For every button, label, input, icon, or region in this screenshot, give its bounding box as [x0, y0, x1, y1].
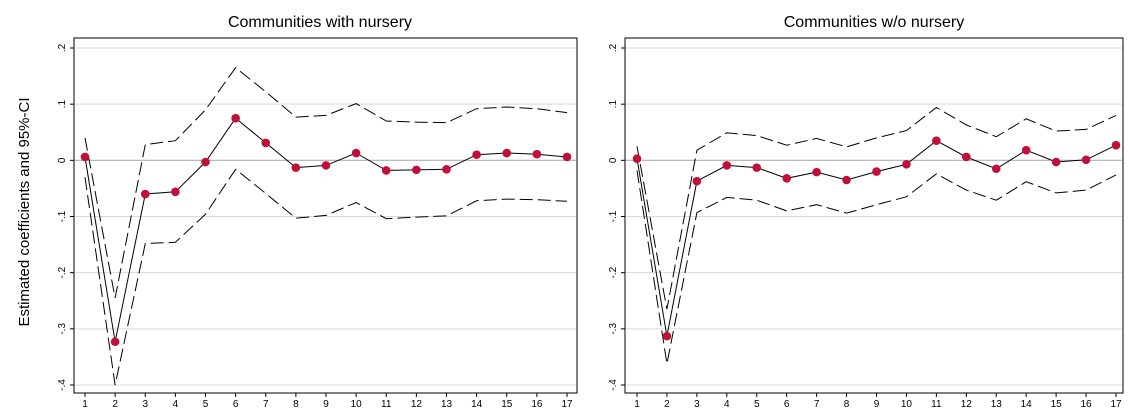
estimate-point: [902, 159, 911, 169]
estimate-point: [502, 148, 512, 158]
panel-title-without-nursery: Communities w/o nursery: [784, 14, 965, 31]
x-tick-label: 4: [724, 399, 730, 410]
y-tick-label: -.1: [57, 210, 68, 222]
x-tick-label: 13: [991, 399, 1003, 410]
y-tick-label: -.4: [608, 379, 619, 391]
estimate-point: [231, 113, 240, 123]
estimate-point: [662, 331, 672, 341]
x-tick-label: 1: [634, 399, 640, 410]
estimate-point: [412, 165, 421, 175]
x-tick-label: 5: [754, 399, 760, 410]
estimate-point: [722, 161, 732, 170]
estimate-point: [381, 166, 391, 175]
estimate-point: [932, 136, 941, 145]
x-tick-label: 14: [1021, 399, 1033, 410]
x-tick-label: 1: [82, 399, 88, 410]
y-tick-label: .1: [608, 100, 619, 109]
estimate-point: [1051, 157, 1061, 167]
x-tick-label: 9: [323, 399, 329, 410]
estimate-point: [1021, 145, 1031, 155]
y-tick-label: -.3: [57, 323, 68, 335]
x-tick-label: 6: [233, 399, 239, 410]
x-tick-label: 4: [173, 399, 179, 410]
estimate-point: [812, 167, 821, 177]
x-tick-label: 17: [561, 399, 573, 410]
estimate-point: [872, 167, 881, 176]
estimate-point: [110, 337, 120, 347]
x-tick-label: 17: [1110, 399, 1122, 410]
y-tick-label: -.2: [608, 266, 619, 278]
x-tick-label: 7: [263, 399, 269, 410]
estimate-point: [442, 165, 451, 174]
estimate-point: [80, 152, 90, 162]
x-tick-label: 3: [694, 399, 700, 410]
y-axis-label: Estimated coefficients and 95%-CI: [16, 97, 33, 326]
x-tick-label: 10: [351, 399, 363, 410]
estimate-point: [140, 189, 150, 199]
upper-ci-line: [84, 66, 568, 298]
estimate-point: [321, 161, 331, 170]
x-tick-label: 9: [874, 399, 880, 410]
estimate-point: [201, 157, 210, 167]
x-tick-label: 12: [961, 399, 973, 410]
estimate-point: [351, 148, 361, 158]
x-tick-label: 10: [901, 399, 913, 410]
lower-ci-line: [636, 170, 1117, 364]
x-tick-label: 12: [411, 399, 423, 410]
estimate-point: [171, 187, 180, 197]
estimate-point: [962, 152, 971, 162]
x-tick-label: 16: [531, 399, 543, 410]
x-tick-label: 6: [784, 399, 790, 410]
estimate-point: [991, 164, 1001, 174]
x-tick-label: 3: [142, 399, 148, 410]
estimate-point: [842, 175, 851, 185]
y-tick-label: -.4: [57, 379, 68, 391]
y-tick-label: .2: [608, 43, 619, 52]
x-tick-label: 14: [471, 399, 483, 410]
estimate-point: [1081, 155, 1091, 165]
plot-area-without-nursery: [624, 37, 1124, 394]
x-tick-label: 11: [931, 399, 942, 410]
estimate-point: [752, 163, 762, 172]
x-tick-label: 15: [1051, 399, 1063, 410]
x-tick-label: 13: [441, 399, 453, 410]
x-tick-label: 16: [1081, 399, 1093, 410]
y-tick-label: 0: [57, 157, 68, 163]
y-tick-label: .2: [57, 43, 68, 52]
estimate-point: [291, 163, 301, 172]
x-tick-label: 2: [112, 399, 118, 410]
estimate-point: [1111, 140, 1121, 150]
estimate-point: [562, 152, 572, 162]
x-tick-label: 8: [293, 399, 299, 410]
y-tick-label: -.3: [608, 323, 619, 335]
y-tick-label: -.2: [57, 266, 68, 278]
estimate-point: [472, 150, 481, 160]
y-tick-label: 0: [608, 157, 619, 163]
estimate-point: [632, 154, 642, 163]
estimate-point: [692, 176, 702, 186]
x-tick-label: 15: [501, 399, 513, 410]
upper-ci-line: [636, 106, 1117, 310]
estimate-point: [261, 138, 271, 148]
x-tick-label: 7: [814, 399, 820, 410]
panel-without-nursery: Communities w/o nursery .2 .1 0 -.1 -.2 -.3 -.…: [608, 14, 1124, 410]
x-tick-label: 2: [664, 399, 670, 410]
panel-title-with-nursery: Communities with nursery: [228, 14, 412, 31]
estimate-point: [782, 174, 791, 183]
lower-ci-line: [84, 168, 568, 386]
estimate-point: [532, 149, 542, 159]
y-tick-label: -.1: [608, 210, 619, 222]
x-tick-label: 8: [844, 399, 850, 410]
y-tick-label: .1: [57, 100, 68, 109]
panel-with-nursery: Communities with nursery .2 .1 0 -.1 -.2 -.3 -…: [57, 14, 578, 410]
x-tick-label: 5: [203, 399, 209, 410]
x-tick-label: 11: [381, 399, 392, 410]
